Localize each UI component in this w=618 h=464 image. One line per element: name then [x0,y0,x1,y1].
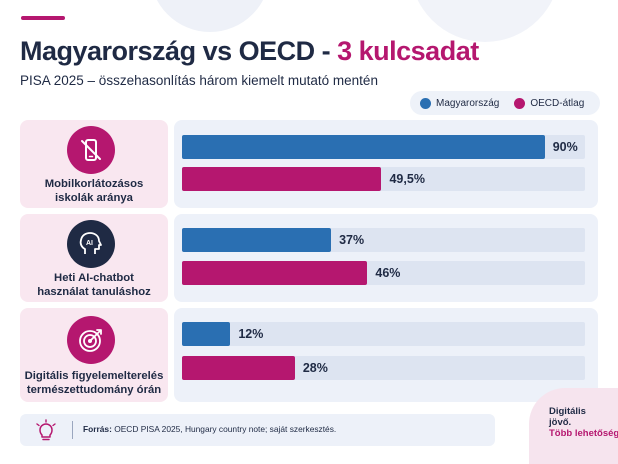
bar-track [182,356,585,380]
legend-dot-oecd [514,97,526,109]
value-label-oecd: 28% [302,361,328,375]
bar-track [182,261,585,285]
bar-track [182,322,585,346]
value-label-oecd: 46% [375,266,401,280]
bar-oecd [182,356,295,380]
legend-item-oecd: OECD-átlag [514,97,585,109]
category-label-line: Mobilkorlátozásos [44,178,144,190]
legend-item-hungary: Magyarország [420,97,500,109]
value-label-hungary: 37% [339,233,365,247]
bar-hungary [182,322,231,346]
chart-row-mobile: Mobilkorlátozásos iskolák aránya 90% 49,… [20,120,598,208]
chart-title: Magyarország vs OECD - 3 kulcsadat [20,36,479,67]
category-label: Heti AI-chatbot használat tanuláshoz [22,271,166,299]
category-label-line: Heti AI-chatbot [54,272,134,284]
category-label-line: iskolák aránya [55,192,133,204]
source-text: Forrás: OECD PISA 2025, Hungary country … [83,424,336,434]
category-card: AI Heti AI-chatbot használat tanuláshoz [20,214,168,302]
legend-dot-hungary [420,97,431,109]
bar-oecd [182,261,368,285]
decor-circle [150,0,270,32]
category-label-line: használat tanuláshoz [37,286,151,298]
legend-label-hungary: Magyarország [436,97,500,109]
source-footer: Forrás: OECD PISA 2025, Hungary country … [20,414,495,446]
value-label-oecd: 49,5% [389,172,425,186]
chart-row-ai: AI Heti AI-chatbot használat tanuláshoz … [20,214,598,302]
category-label: Digitális figyelemelterelés természettud… [22,369,166,397]
svg-text:AI: AI [86,240,93,247]
title-main: Magyarország vs OECD - [20,36,331,66]
brand-line-1: Digitális [549,406,586,417]
footer-divider [72,421,73,439]
accent-bar [21,16,65,20]
bars-card: 90% 49,5% [174,120,598,208]
lightbulb-icon [34,419,58,448]
title-accent: 3 kulcsadat [337,36,479,66]
category-label-line: természettudomány órán [26,384,162,396]
phone-slash-icon [67,126,115,174]
bar-hungary [182,228,332,252]
target-icon [67,316,115,364]
bars-card: 12% 28% [174,308,598,402]
legend-label-oecd: OECD-átlag [530,97,585,109]
brand-badge: Digitális jövő. Több lehetőség. [529,388,618,464]
ai-head-icon: AI [67,220,115,268]
value-label-hungary: 90% [552,140,578,154]
chart-subtitle: PISA 2025 – összehasonlítás három kiemel… [20,73,378,88]
bar-track [182,135,585,159]
legend: Magyarország OECD-átlag [410,91,600,115]
source-label: Forrás: [83,424,112,434]
category-label-line: Digitális figyelemelterelés [24,370,164,382]
bar-hungary [182,135,545,159]
value-label-hungary: 12% [238,327,264,341]
category-label: Mobilkorlátozásos iskolák aránya [22,177,166,205]
brand-line-3: Több lehetőség. [549,428,618,439]
source-value: OECD PISA 2025, Hungary country note; sa… [114,424,337,434]
bars-card: 37% 46% [174,214,598,302]
chart-row-distraction: Digitális figyelemelterelés természettud… [20,308,598,402]
bar-track [182,228,585,252]
category-card: Mobilkorlátozásos iskolák aránya [20,120,168,208]
bar-track [182,167,585,191]
brand-line-2: jövő. [549,417,572,428]
category-card: Digitális figyelemelterelés természettud… [20,308,168,402]
bar-oecd [182,167,382,191]
